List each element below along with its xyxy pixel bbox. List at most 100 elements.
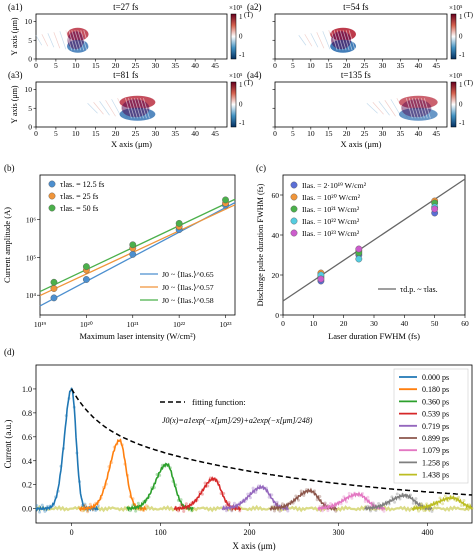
core-stripe bbox=[65, 30, 73, 51]
y-tick-label: 10⁶ bbox=[26, 216, 37, 225]
time-label: t=81 fs bbox=[113, 70, 139, 80]
time-label: t=54 fs bbox=[343, 2, 369, 12]
wake-stripe bbox=[53, 32, 61, 49]
x-axis-label: X axis (μm) bbox=[341, 139, 382, 149]
time-label: t=135 fs bbox=[341, 70, 371, 80]
core-stripe bbox=[333, 30, 341, 51]
profile-sample-2 bbox=[136, 501, 140, 505]
x-tick-label: 10¹⁹ bbox=[34, 320, 47, 329]
core-stripe bbox=[339, 30, 347, 51]
core-stripe bbox=[140, 98, 147, 119]
legend-label: Ilas. = 10²⁰ W/cm² bbox=[302, 193, 361, 202]
core-stripe bbox=[330, 30, 338, 51]
colorbar-tick-label: -1 bbox=[239, 51, 245, 59]
colorbar-tick-label: 1 bbox=[239, 13, 243, 21]
x-tick-label: 35 bbox=[397, 61, 405, 70]
colorbar-unit: (T) bbox=[244, 79, 254, 87]
profile-line-6 bbox=[317, 491, 386, 512]
x-tick-label: 5 bbox=[54, 129, 58, 138]
core-stripe bbox=[336, 30, 344, 51]
data-point-series-2 bbox=[50, 278, 58, 286]
colorbar-tick-label: 1 bbox=[459, 81, 463, 89]
profile-sample-1 bbox=[86, 510, 90, 514]
profile-sample-5 bbox=[299, 489, 303, 493]
profile-sample-5 bbox=[323, 501, 327, 505]
profile-sample-8 bbox=[419, 502, 423, 506]
profile-sample-0 bbox=[35, 504, 39, 508]
profile-sample-2 bbox=[139, 506, 143, 510]
panel-label: (a1) bbox=[8, 2, 23, 12]
wake-stripe bbox=[105, 100, 116, 117]
colorbar-tick-label: 0 bbox=[239, 33, 243, 41]
y-tick-label: 0.8 bbox=[22, 409, 32, 418]
core-stripe bbox=[128, 98, 135, 119]
legend-marker bbox=[48, 180, 56, 188]
colorbar bbox=[450, 13, 457, 60]
y-axis-label: Current amplitude (A) bbox=[2, 207, 12, 283]
x-tick-label: 10 bbox=[307, 129, 315, 138]
profile-sample-7 bbox=[374, 509, 378, 513]
x-tick-label: 5 bbox=[291, 61, 295, 70]
profile-sample-8 bbox=[459, 504, 463, 508]
profile-sample-8 bbox=[465, 507, 469, 511]
x-tick-label: 100 bbox=[155, 528, 167, 537]
legend-label: 0.000 ps bbox=[422, 373, 449, 382]
x-tick-label: 15 bbox=[325, 129, 333, 138]
colorbar-tick-label: -1 bbox=[459, 119, 465, 127]
x-tick-label: 25 bbox=[132, 129, 140, 138]
profile-sample-6 bbox=[363, 500, 367, 504]
y-tick-label: 1.0 bbox=[22, 385, 32, 394]
y-tick-label: 0 bbox=[28, 123, 32, 132]
profile-sample-6 bbox=[366, 495, 370, 499]
x-tick-label: 5 bbox=[291, 129, 295, 138]
y-tick-label: 60 bbox=[272, 191, 280, 200]
y-axis-label: Current (a.u.) bbox=[3, 420, 13, 469]
profile-sample-3 bbox=[182, 509, 186, 513]
x-tick-label: 5 bbox=[54, 61, 58, 70]
core-stripe bbox=[131, 98, 138, 119]
x-tick-label: 10²² bbox=[173, 320, 186, 329]
fit-formula: J0(x)=a1exp(−x[μm]/29)+a2exp(−x[μm]/248) bbox=[162, 416, 313, 425]
legend-label: Ilas. = 2·10¹⁹ W/cm² bbox=[302, 181, 367, 190]
x-tick-label: 45 bbox=[211, 61, 219, 70]
data-point-series-4 bbox=[355, 245, 363, 253]
profile-line-4 bbox=[221, 484, 289, 512]
core-stripe bbox=[420, 98, 428, 119]
legend-marker bbox=[48, 204, 56, 212]
core-stripe bbox=[143, 98, 150, 119]
x-tick-label: 40 bbox=[191, 129, 199, 138]
x-tick-label: 60 bbox=[461, 319, 469, 328]
legend-label: 0.899 ps bbox=[422, 434, 449, 443]
field-map-4: (a4) t=135 fs0 5 10 15 20 25 30 35 40 45X axis (μm… bbox=[247, 70, 474, 149]
legend-fit-label: J0 ~ ⟨Ilas.⟩^0.57 bbox=[162, 283, 214, 292]
profile-sample-5 bbox=[302, 494, 306, 498]
profile-line-3 bbox=[173, 476, 242, 512]
profile-sample-6 bbox=[331, 505, 335, 509]
y-axis-label: Y axis (μm) bbox=[10, 17, 19, 56]
x-tick-label: 0 bbox=[34, 61, 38, 70]
panel-label: (a3) bbox=[8, 70, 23, 80]
x-tick-label: 20 bbox=[340, 319, 348, 328]
x-tick-label: 50 bbox=[431, 319, 439, 328]
fit-line-1 bbox=[39, 204, 236, 297]
y-tick-label: 10 bbox=[25, 85, 33, 94]
wake-stripe bbox=[304, 34, 313, 47]
profile-sample-8 bbox=[425, 502, 429, 506]
profile-sample-5 bbox=[278, 509, 282, 513]
y-tick-label: 0.2 bbox=[22, 481, 32, 490]
profile-line-8 bbox=[411, 494, 473, 512]
data-point-series-4 bbox=[431, 205, 439, 213]
colorbar bbox=[230, 13, 237, 60]
wake-stripe bbox=[298, 35, 307, 46]
legend-label: Ilas. = 10²³ W/cm² bbox=[302, 229, 360, 238]
profile-line-1 bbox=[78, 438, 147, 512]
data-point-series-2 bbox=[82, 263, 90, 271]
colorbar-exponent: ×10⁵ bbox=[229, 4, 243, 12]
x-tick-label: 0 bbox=[273, 129, 277, 138]
profile-sample-7 bbox=[430, 509, 434, 513]
colorbar-exponent: ×10⁵ bbox=[449, 72, 463, 80]
profile-sample-3 bbox=[179, 503, 183, 507]
panel-c-duration: (c) 0 10 20 30 40 50 60 0 20 40 60 Laser duration FW… bbox=[256, 163, 469, 341]
profile-sample-8 bbox=[422, 509, 426, 513]
profile-sample-6 bbox=[329, 501, 333, 505]
